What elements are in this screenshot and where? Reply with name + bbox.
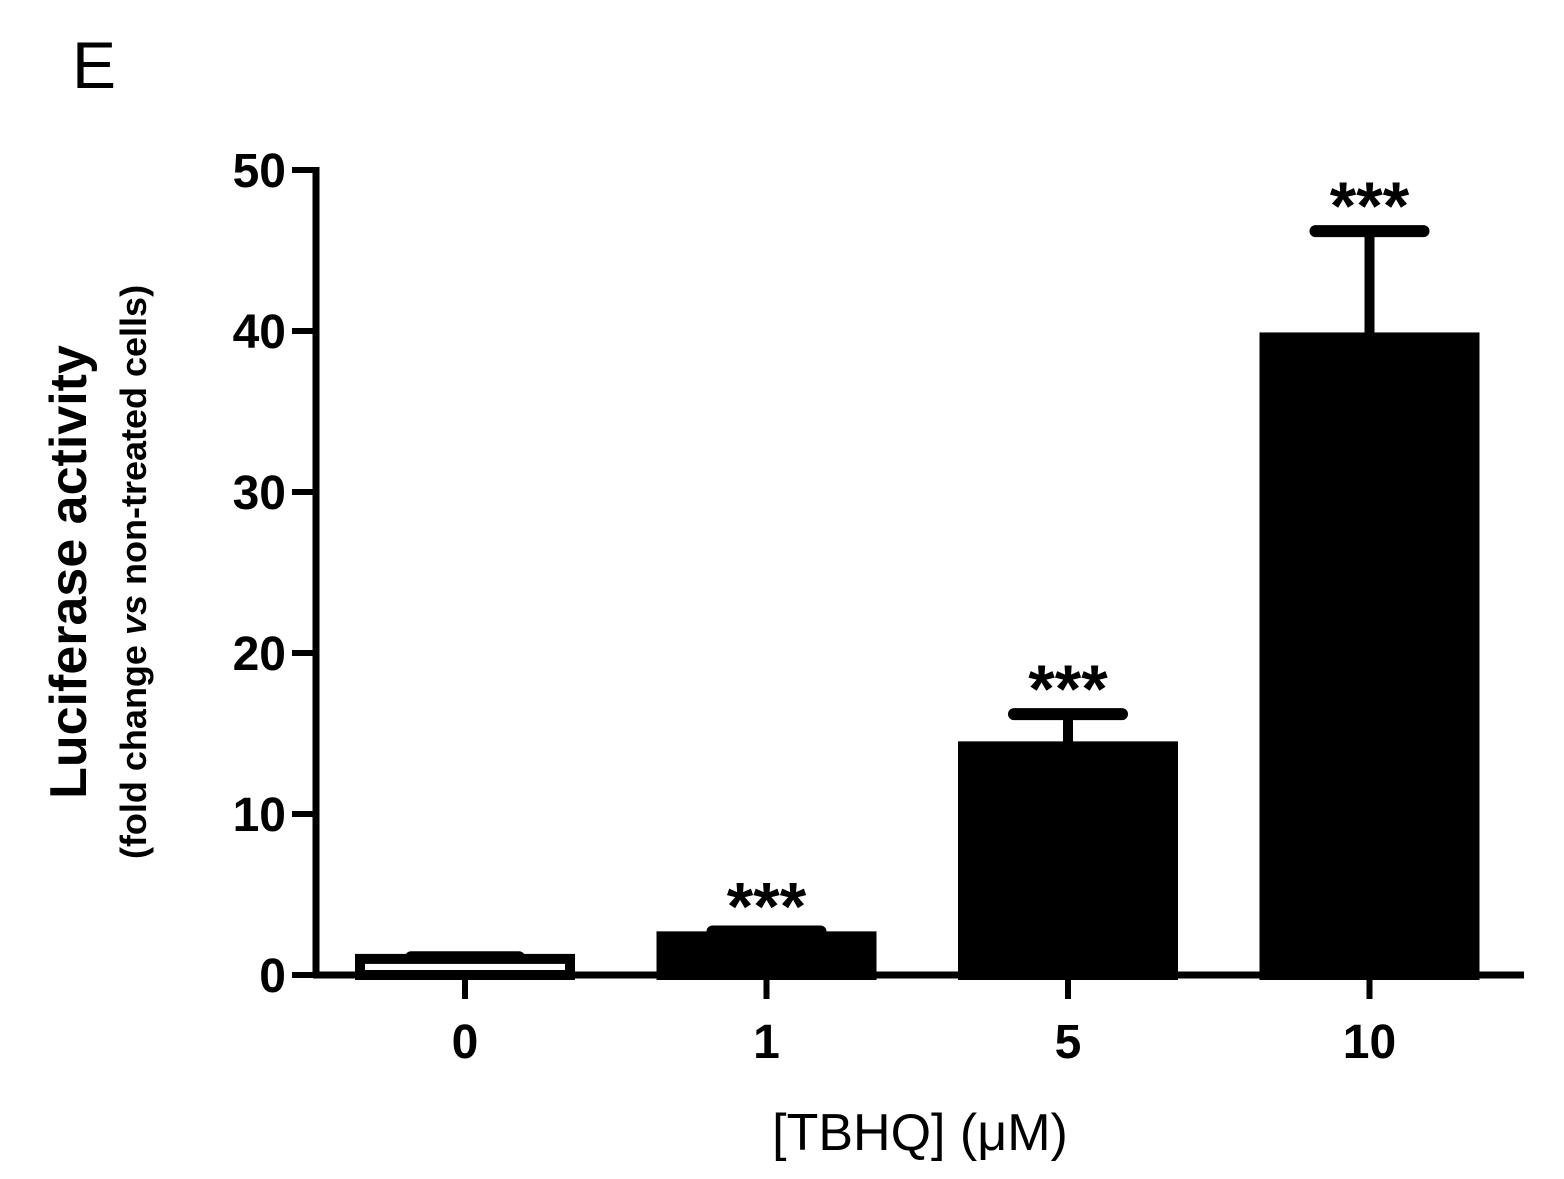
x-axis-label: [TBHQ] (μM)	[772, 1104, 1068, 1162]
x-tick-label-1: 1	[753, 1016, 780, 1069]
y-axis-sublabel: (fold change vs non-treated cells)	[113, 285, 154, 859]
significance-5: ***	[1028, 651, 1108, 727]
x-tick-label-0: 0	[452, 1016, 479, 1069]
significance-10: ***	[1330, 168, 1410, 244]
y-axis-title: Luciferase activity (fold change vs non-…	[40, 285, 154, 859]
y-tick-label-30: 30	[233, 467, 286, 520]
bar-1	[656, 931, 877, 980]
axes-group	[312, 167, 1524, 979]
error-bars-group	[405, 225, 1430, 964]
bar-5	[958, 741, 1178, 980]
y-tick-label-20: 20	[233, 628, 286, 681]
bars-group	[355, 332, 1480, 981]
significance-group: *** *** ***	[727, 168, 1410, 944]
y-axis-label: Luciferase activity	[40, 345, 98, 799]
y-ticks-group: 0 10 20 30 40 50	[233, 145, 316, 1003]
y-tick-label-50: 50	[233, 145, 286, 198]
significance-1: ***	[727, 869, 807, 945]
y-tick-label-40: 40	[233, 306, 286, 359]
x-tick-label-5: 5	[1055, 1016, 1082, 1069]
x-ticks-group: 0 1 5 10	[452, 975, 1396, 1069]
y-tick-label-0: 0	[259, 950, 286, 1003]
panel-label: E	[72, 28, 116, 102]
bar-10	[1259, 332, 1480, 980]
x-tick-label-10: 10	[1343, 1016, 1396, 1069]
y-tick-label-10: 10	[233, 789, 286, 842]
